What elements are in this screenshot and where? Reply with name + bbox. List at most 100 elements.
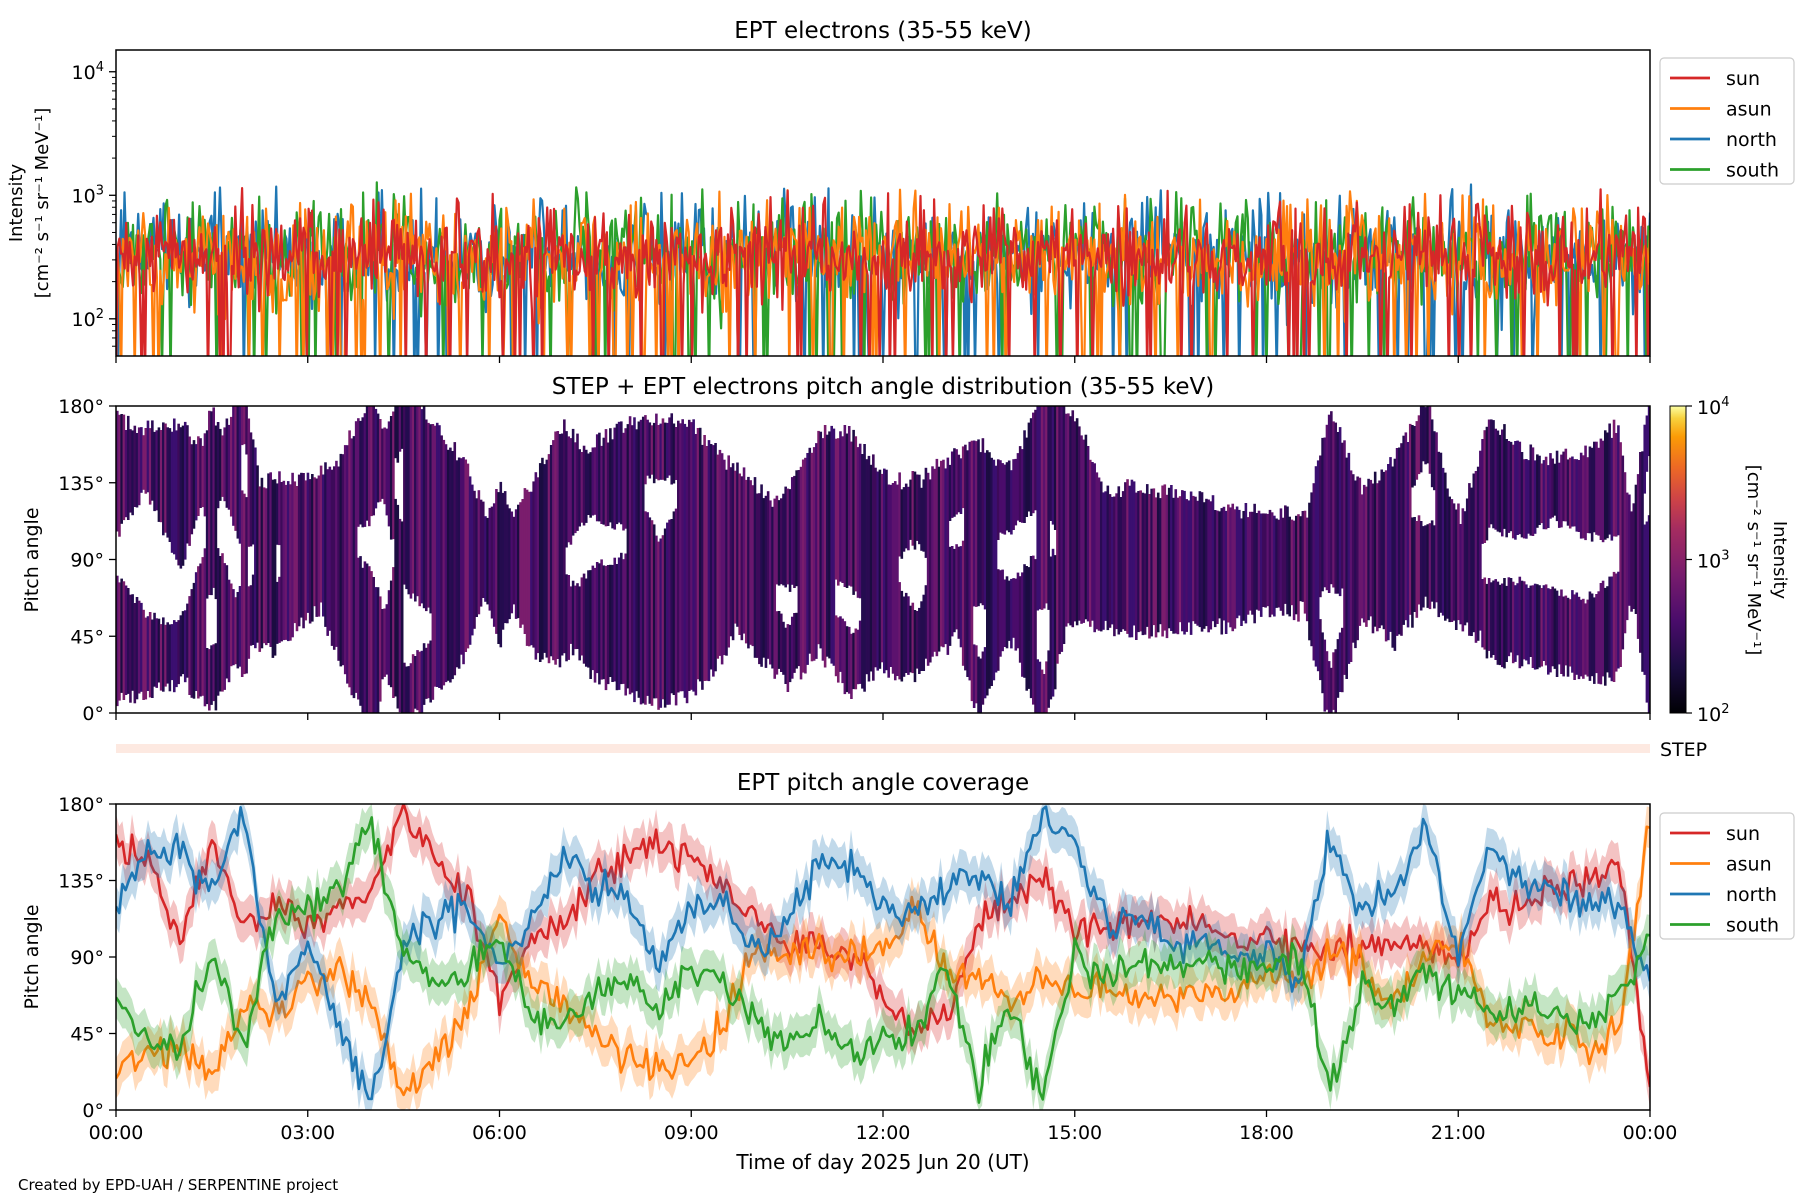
heatmap-cell: [245, 497, 248, 674]
heatmap-cell: [151, 420, 154, 501]
heatmap-cell: [1286, 506, 1289, 615]
heatmap-cell: [1156, 492, 1160, 633]
heatmap-cell: [839, 616, 842, 672]
heatmap-cell: [593, 567, 597, 683]
heatmap-cell: [183, 610, 187, 683]
heatmap-cell: [992, 459, 996, 681]
heatmap-cell: [584, 578, 588, 667]
heatmap-cell: [1038, 406, 1042, 610]
heatmap-cell: [1264, 513, 1267, 608]
heatmap-cell: [1292, 520, 1296, 621]
heatmap-cell: [852, 632, 855, 690]
heatmap-cell: [383, 608, 386, 677]
heatmap-cell: [948, 464, 952, 521]
heatmap-cell: [720, 453, 724, 665]
heatmap-cell: [609, 428, 612, 523]
heatmap-cell: [1457, 503, 1460, 621]
heatmap-cell: [922, 479, 926, 552]
heatmap-cell: [372, 406, 375, 516]
heatmap-cell: [832, 428, 836, 666]
heatmap-cell: [361, 417, 365, 528]
heatmap-cell: [1253, 503, 1256, 624]
heatmap-cell: [902, 487, 906, 552]
heatmap-cell: [527, 491, 531, 647]
heatmap-cell: [1608, 423, 1611, 535]
heatmap-cell: [701, 444, 704, 690]
heatmap-cell: [1323, 639, 1327, 712]
heatmap-cell: [902, 596, 906, 677]
heatmap-cell: [1034, 409, 1037, 511]
heatmap-cell: [1422, 526, 1425, 608]
heatmap-cell: [1426, 406, 1430, 464]
heatmap-cell: [1483, 430, 1487, 543]
heatmap-cell: [674, 427, 678, 480]
heatmap-cell: [1584, 445, 1587, 541]
heatmap-cell: [915, 474, 919, 541]
heatmap-cell: [617, 557, 621, 690]
heatmap-cell: [328, 466, 332, 631]
heatmap-cell: [140, 427, 143, 493]
panel1-ylabel: Intensity [cm⁻² s⁻¹ sr⁻¹ MeV⁻¹]: [6, 108, 53, 299]
colorbar-tick-label: 103: [1697, 549, 1729, 573]
heatmap-cell: [315, 478, 319, 617]
heatmap-cell: [994, 465, 998, 673]
heatmap-cell: [644, 415, 647, 485]
heatmap-cell: [416, 650, 419, 711]
heatmap-cell: [766, 491, 770, 659]
heatmap-cell: [657, 425, 660, 481]
heatmap-cell: [1520, 580, 1524, 667]
heatmap-cell: [1490, 582, 1493, 658]
series-band-south: [116, 804, 1650, 1110]
heatmap-cell: [1424, 525, 1427, 597]
heatmap-cell: [821, 438, 825, 661]
heatmap-cell: [359, 420, 362, 525]
heatmap-cell: [1314, 466, 1318, 667]
heatmap-cell: [374, 408, 378, 509]
heatmap-cell: [845, 626, 849, 693]
heatmap-cell: [1371, 483, 1375, 634]
heatmap-cell: [1568, 457, 1572, 529]
legend-label-north: north: [1726, 129, 1777, 151]
heatmap-cell: [1341, 627, 1344, 693]
heatmap-cell: [1354, 480, 1357, 649]
heatmap-cell: [986, 450, 989, 696]
heatmap-cell: [911, 471, 915, 546]
heatmap-cell: [1108, 494, 1112, 628]
heatmap-cell: [834, 615, 838, 677]
heatmap-cell: [946, 457, 950, 655]
heatmap-cell: [1494, 579, 1497, 660]
heatmap-cell: [1018, 446, 1022, 523]
heatmap-cell: [913, 471, 917, 550]
heatmap-cell: [959, 458, 963, 514]
heatmap-cell: [188, 596, 191, 695]
heatmap-cell: [900, 590, 904, 682]
heatmap-cell: [1305, 517, 1309, 622]
heatmap-cell: [1365, 486, 1368, 627]
heatmap-cell: [462, 457, 465, 665]
heatmap-cell: [199, 438, 202, 508]
heatmap-cell: [1468, 483, 1471, 636]
heatmap-cell: [517, 504, 520, 619]
heatmap-cell: [1275, 518, 1278, 608]
heatmap-cell: [265, 488, 268, 646]
heatmap-cell: [1555, 590, 1559, 677]
heatmap-cell: [1191, 495, 1195, 622]
heatmap-cell: [801, 459, 805, 673]
heatmap-cell: [692, 419, 695, 692]
legend-label-sun: sun: [1726, 823, 1760, 845]
heatmap-cell: [140, 602, 143, 692]
heatmap-cell: [177, 423, 180, 566]
heatmap-cell: [1238, 509, 1241, 616]
heatmap-cell: [922, 594, 926, 671]
heatmap-cell: [924, 585, 928, 659]
heatmap-cell: [1288, 516, 1291, 617]
heatmap-cell: [920, 487, 923, 551]
heatmap-cell: [1511, 444, 1515, 539]
heatmap-cell: [1395, 448, 1399, 636]
heatmap-cell: [1406, 442, 1410, 628]
heatmap-cell: [858, 620, 862, 684]
heatmap-cell: [427, 422, 430, 608]
heatmap-cell: [142, 609, 145, 700]
heatmap-cell: [398, 518, 402, 713]
heatmap-cell: [1422, 406, 1425, 462]
